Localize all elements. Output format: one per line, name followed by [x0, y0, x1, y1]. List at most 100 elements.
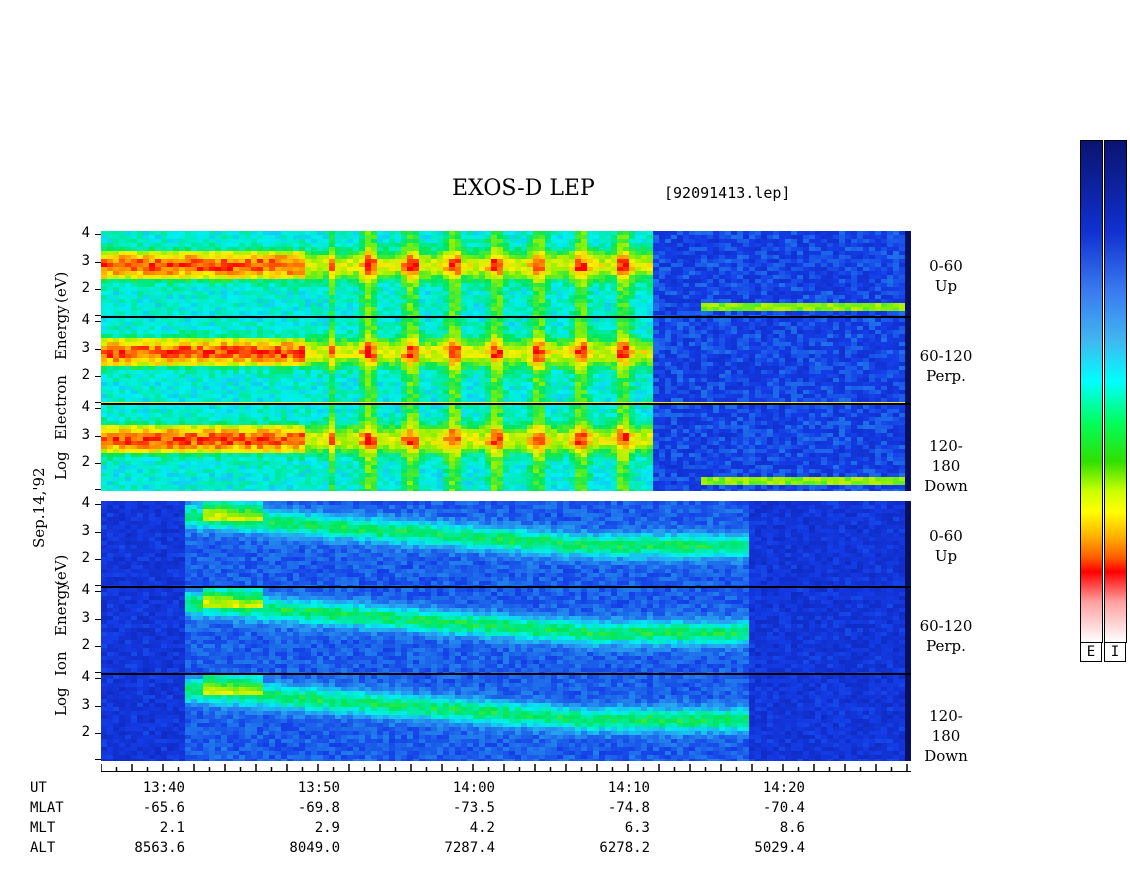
panel-edge [905, 318, 911, 404]
panel-edge [905, 405, 911, 491]
panel-edge [905, 231, 911, 317]
spectrogram-electron-perp [101, 318, 911, 404]
y-tick-mark [95, 531, 101, 533]
y-tick-label: 3 [81, 426, 90, 443]
footer-alt-value: 7287.4 [444, 840, 495, 856]
colorbar-ion [1104, 140, 1127, 643]
y-tick-label: 2 [81, 280, 90, 297]
y-tick-mark [95, 590, 101, 592]
panel-edge [905, 675, 911, 761]
angle-label: 0-60 Up [929, 527, 963, 565]
footer-mlt-value: 6.3 [624, 820, 650, 836]
spectrogram-ion-down [101, 675, 911, 761]
angle-label: 60-120 Perp. [919, 617, 973, 655]
electron-ylabel-unit: (eV) [52, 271, 70, 303]
y-tick-mark [95, 289, 101, 291]
footer-mlt-value: 4.2 [469, 820, 495, 836]
footer-alt-value: 6278.2 [599, 840, 650, 856]
spectrogram-electron-up [101, 231, 911, 317]
y-tick-mark [95, 503, 101, 505]
y-tick-mark [95, 435, 101, 437]
footer-mlat-value: -69.8 [297, 800, 340, 816]
y-tick-mark [95, 585, 101, 586]
footer-alt-value: 8563.6 [134, 840, 185, 856]
spectrogram-electron-up-canvas [101, 231, 911, 317]
panel-divider [101, 586, 911, 588]
spectrogram-ion-down-canvas [101, 675, 911, 761]
row-label-mlt: MLT [30, 820, 56, 836]
y-tick-label: 3 [81, 339, 90, 356]
footer-mlat-value: -74.8 [607, 800, 650, 816]
y-tick-mark [95, 463, 101, 465]
footer-mlat-value: -70.4 [762, 800, 805, 816]
panel-edge [905, 501, 911, 587]
ion-ylabel-log: Log [52, 687, 70, 716]
y-tick-label: 4 [81, 398, 90, 415]
y-tick-mark [95, 402, 101, 403]
footer-ut-value: 13:40 [142, 780, 185, 796]
y-tick-mark [95, 315, 101, 316]
angle-label: 120-180 Down [924, 707, 968, 765]
footer-ut-value: 13:50 [297, 780, 340, 796]
footer-ut-value: 14:20 [762, 780, 805, 796]
y-tick-mark [95, 618, 101, 620]
date-label: Sep.14,'92 [30, 467, 48, 548]
y-tick-mark [95, 320, 101, 322]
electron-ylabel-electron: Electron [52, 375, 70, 440]
y-tick-label: 2 [81, 724, 90, 741]
y-tick-mark [95, 376, 101, 378]
ion-ylabel-ion: Ion [52, 651, 70, 676]
footer-alt-value: 8049.0 [289, 840, 340, 856]
row-label-mlat: MLAT [30, 800, 64, 816]
file-label: [92091413.lep] [664, 184, 791, 202]
y-tick-label: 4 [81, 581, 90, 598]
panel-divider [101, 403, 911, 405]
y-tick-mark [95, 407, 101, 409]
spectrogram-electron-perp-canvas [101, 318, 911, 404]
ion-ylabel-energy: Energy [52, 581, 70, 636]
angle-label: 0-60 Up [929, 257, 963, 295]
footer-mlt-value: 2.1 [159, 820, 185, 836]
footer-mlat-value: -73.5 [452, 800, 495, 816]
y-tick-label: 4 [81, 668, 90, 685]
x-axis-line [101, 771, 911, 772]
spectrogram-electron-down-canvas [101, 405, 911, 491]
y-tick-label: 2 [81, 454, 90, 471]
spectrogram-ion-perp-canvas [101, 588, 911, 674]
y-tick-label: 3 [81, 252, 90, 269]
row-label-ut: UT [30, 780, 47, 796]
angle-label: 60-120 Perp. [919, 347, 973, 385]
y-tick-label: 4 [81, 311, 90, 328]
panel-divider [101, 316, 911, 318]
footer-mlt-value: 8.6 [779, 820, 805, 836]
y-tick-mark [95, 646, 101, 648]
colorbar-label-i: I [1104, 642, 1126, 662]
y-tick-mark [95, 672, 101, 673]
footer-mlat-value: -65.6 [142, 800, 185, 816]
spectrogram-ion-up [101, 501, 911, 587]
y-tick-mark [95, 759, 101, 760]
y-tick-label: 2 [81, 550, 90, 567]
panel-divider [101, 673, 911, 675]
y-tick-mark [95, 705, 101, 707]
y-tick-mark [95, 489, 101, 490]
footer-ut-value: 14:10 [607, 780, 650, 796]
footer-ut-value: 14:00 [452, 780, 495, 796]
panel-edge [905, 588, 911, 674]
footer-alt-value: 5029.4 [754, 840, 805, 856]
y-tick-mark [95, 348, 101, 350]
y-tick-label: 4 [81, 494, 90, 511]
electron-ylabel-energy: Energy [52, 305, 70, 360]
colorbar-electron [1080, 140, 1103, 643]
y-tick-mark [95, 677, 101, 679]
y-tick-label: 3 [81, 696, 90, 713]
electron-ylabel-log: Log [52, 451, 70, 480]
y-tick-mark [95, 233, 101, 235]
angle-label: 120-180 Down [924, 437, 968, 495]
y-tick-mark [95, 733, 101, 735]
y-tick-label: 3 [81, 522, 90, 539]
spectrogram-electron-down [101, 405, 911, 491]
y-tick-label: 2 [81, 637, 90, 654]
footer-mlt-value: 2.9 [314, 820, 340, 836]
y-tick-label: 4 [81, 224, 90, 241]
